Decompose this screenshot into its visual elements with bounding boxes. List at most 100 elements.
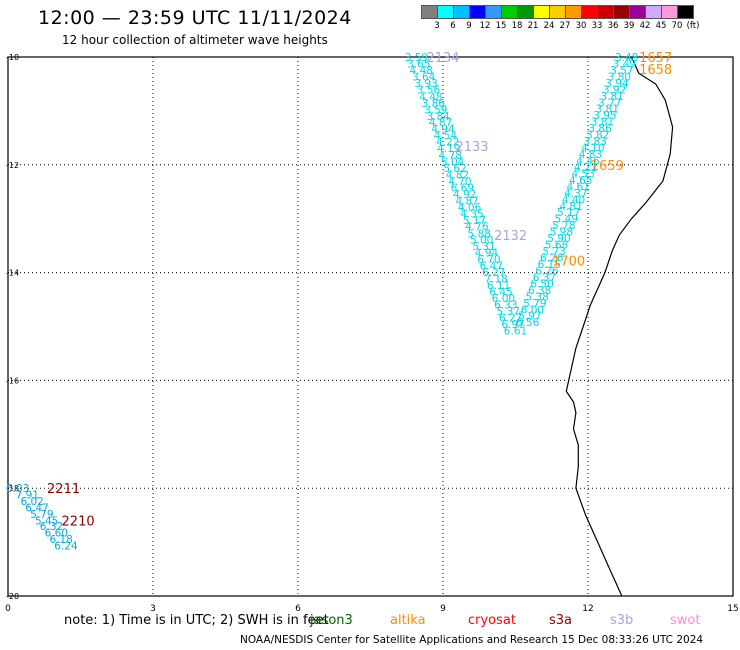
swh-data-label: 5.45 [35,516,58,528]
swh-data-label: 3.81 [591,117,614,129]
swh-data-label: 4.48 [419,91,442,103]
swh-data-label: 4.82 [446,170,469,182]
pass-time-label: 2210 [62,515,95,530]
swh-data-label: 6.11 [487,280,510,292]
swh-data-label: 6.47 [25,503,48,515]
swh-data-label: 7.18 [484,274,507,286]
swh-data-label: 4.87 [429,117,452,129]
swh-data-label: 4.94 [431,124,455,136]
swh-data-label: 4.70 [448,176,471,188]
y-tick-label: -18 [6,484,19,493]
colorbar-label: 12 [479,21,491,31]
swh-data-label: 5.17 [557,207,580,219]
swh-data-label: 6.47 [480,261,503,273]
swh-data-label: 4.35 [460,208,483,220]
note-text: note: 1) Time is in UTC; 2) SWH is in fe… [64,613,329,628]
swh-data-label: 3.84 [426,111,450,123]
swh-data-label: 5.79 [523,298,546,310]
legend-item-altika: altika [390,613,426,628]
swh-data-label: 3.81 [596,104,619,116]
swh-data-label: 4.48 [410,65,433,77]
chart-title: 12:00 — 23:59 UTC 11/11/2024 [38,7,352,29]
swh-data-label: 6.50 [530,278,553,290]
swh-data-label: 4.06 [458,202,482,214]
y-tick-label: -20 [6,592,19,601]
pass-time-label: 1658 [639,63,672,78]
swh-data-label: 3.80 [608,71,631,83]
y-tick-label: -14 [6,269,19,278]
swh-data-label: 3.83 [584,136,607,148]
swh-data-label: 6.60 [45,527,68,539]
colorbar-label: 27 [559,21,571,31]
plot-frame [7,56,734,597]
swh-data-label: 4.40 [562,194,585,206]
swh-data-label: 5.49 [555,214,578,226]
swh-data-label: 3.64 [412,71,436,83]
swh-data-label: 6.02 [20,496,43,508]
pass-time-label: 1659 [591,159,624,174]
swh-data-label: 4.83 [579,149,602,161]
y-tick-label: -12 [6,161,19,170]
swh-data-label: 6.45 [489,286,512,298]
pass-time-label: 2134 [426,51,459,66]
x-tick-label: 6 [295,604,301,614]
legend-item-s3a: s3a [549,613,573,628]
swh-data-label: 3.48 [615,52,638,64]
pass-time-label: 2211 [47,482,80,497]
colorbar-label: 39 [623,21,635,31]
swh-data-label: 6.24 [54,540,78,552]
colorbar-swatch [677,5,694,19]
swh-data-label: 6.18 [49,534,72,546]
swh-data-label: 3.59 [424,104,447,116]
colorbar-label: 33 [591,21,603,31]
swh-data-label: 6.97 [501,319,524,331]
swh-data-label: 4.92 [453,189,476,201]
swh-data-label: 6.15 [538,259,561,271]
swh-data-label: 4.10 [581,143,604,155]
swh-data-label: 6.69 [451,182,474,194]
swh-data-label: 4.78 [439,150,462,162]
legend-item-cryosat: cryosat [468,613,516,628]
swh-data-label: 5.98 [550,227,573,239]
swh-data-label: 4.54 [434,130,458,142]
credit-text: NOAA/NESDIS Center for Satellite Applica… [240,634,704,646]
colorbar-label: (ft) [686,21,700,31]
swh-data-label: 5.31 [472,241,495,253]
swh-data-label: 3.65 [407,58,430,70]
swh-data-label: 6.33 [494,299,517,311]
swh-data-label: 5.00 [470,235,493,247]
swh-data-label: 5.79 [30,509,53,521]
swh-data-label: 4.46 [576,155,600,167]
swh-data-label: 5.97 [518,311,541,323]
swh-data-label: 5.78 [552,220,575,232]
swh-data-label: 4.76 [465,221,489,233]
swh-data-label: 6.38 [528,285,551,297]
pass-time-label: 2132 [494,229,527,244]
swh-data-label: 3.93 [414,78,437,90]
swh-data-label: 4.21 [574,162,597,174]
coastline [565,56,674,597]
swh-data-label: 6.27 [499,312,522,324]
swh-data-label: 4.61 [567,181,590,193]
swh-data-label: 4.37 [564,188,587,200]
colorbar-label: 36 [607,21,619,31]
swh-data-label: 5.17 [463,215,486,227]
colorbar-label: 30 [575,21,587,31]
legend-item-swot: swot [670,613,701,628]
swh-data-label: 5.37 [497,306,520,318]
swh-data-label: 3.95 [593,110,616,122]
colorbar-label: 45 [655,21,667,31]
colorbar-label: 9 [466,21,472,31]
colorbar-label: 42 [639,21,651,31]
x-tick-label: 12 [582,604,593,614]
swh-data-label: 3.94 [605,78,629,90]
colorbar-label: 24 [543,21,555,31]
swh-data-label: 3.57 [610,65,633,77]
pass-time-label: 2133 [455,140,488,155]
x-tick-label: 0 [5,604,11,614]
colorbar-label: 70 [671,21,683,31]
y-tick-label: -10 [6,53,19,62]
swh-data-label: 3.77 [598,97,621,109]
swh-data-label: 3.86 [422,98,446,110]
